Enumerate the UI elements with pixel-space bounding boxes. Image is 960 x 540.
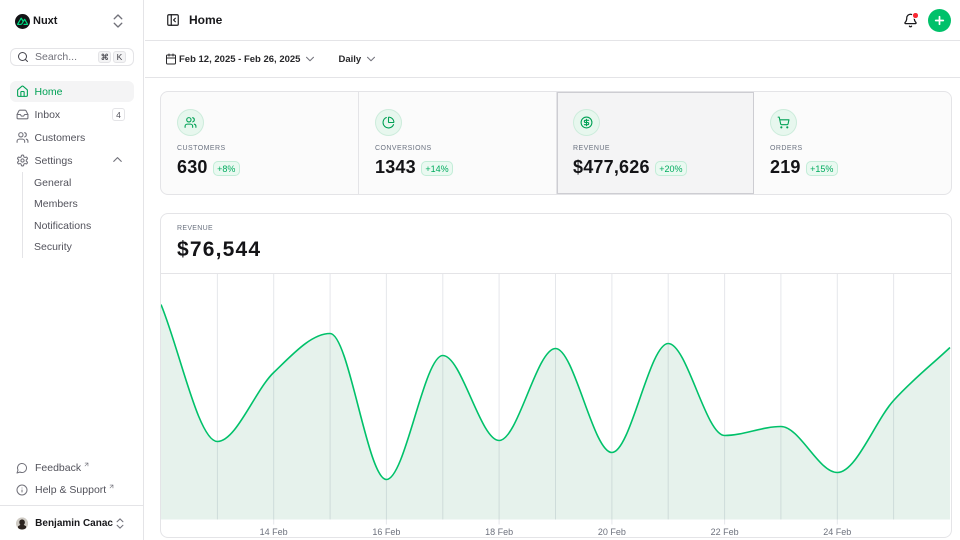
svg-text:16 Feb: 16 Feb [372, 527, 400, 537]
svg-text:20 Feb: 20 Feb [598, 527, 626, 537]
svg-text:14 Feb: 14 Feb [260, 527, 288, 537]
svg-text:22 Feb: 22 Feb [711, 527, 739, 537]
svg-text:18 Feb: 18 Feb [485, 527, 513, 537]
svg-text:24 Feb: 24 Feb [823, 527, 851, 537]
